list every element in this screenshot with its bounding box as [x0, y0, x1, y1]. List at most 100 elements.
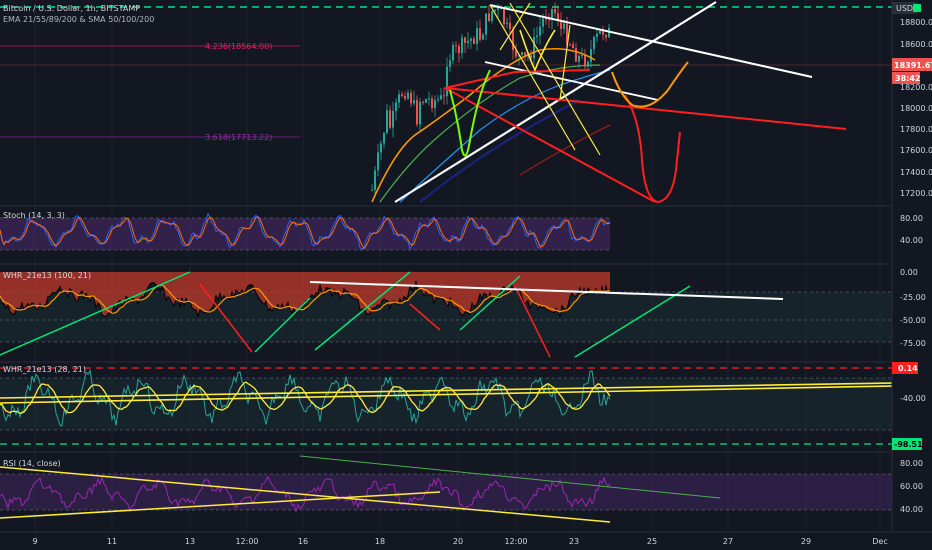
candle-body [386, 110, 388, 133]
time-tick-label: 29 [801, 537, 811, 546]
stoch-d-line [0, 216, 611, 250]
fib-label-4236: 4.236(18564.00) [205, 42, 272, 51]
time-tick-label: 13 [185, 537, 195, 546]
candle-body [470, 38, 472, 41]
candle-body [572, 44, 574, 49]
red-support-line [444, 87, 656, 203]
orange-projection-curve [611, 61, 689, 108]
ema-200-line [419, 99, 581, 203]
candle-body [389, 110, 391, 128]
wr2-top-tag-box [892, 362, 918, 374]
candle-body [503, 9, 505, 25]
green-arc-1 [449, 69, 491, 157]
symbol-title: Bitcoin / U.S. Dollar, 1h, BITSTAMP [3, 4, 140, 13]
candle-body [398, 94, 400, 103]
time-axis[interactable]: 9 11 13 12:00 16 18 20 12:00 23 25 27 29 Dec [0, 531, 932, 550]
countdown-box [892, 72, 920, 84]
yellow-line-3 [499, 2, 531, 51]
wr1-signal-line [0, 284, 610, 314]
candle-body [377, 152, 379, 171]
wr1-green-trend-1 [0, 271, 191, 356]
wr1-green-trend-4 [459, 275, 521, 331]
price-axis[interactable]: 18800.0018600.0018400.0018200.0018000.00… [891, 0, 932, 532]
axis-tick-label: 17800.00 [900, 125, 932, 134]
candle-body [557, 13, 559, 22]
candle-body [533, 36, 535, 59]
countdown-label: 38:42 [895, 74, 920, 83]
williams-r-long-pane[interactable]: WHR_21e13 (100, 21) [0, 263, 892, 358]
candle-body [554, 8, 556, 14]
yellow-line-2 [509, 2, 601, 156]
candle-body [395, 102, 397, 112]
wr1-red-line-3 [514, 285, 551, 358]
candle-body [434, 99, 436, 109]
candle-body [455, 45, 457, 47]
candle-body [584, 55, 586, 67]
wr2-yellow-trend-2 [0, 385, 893, 404]
rsi-green-trend [299, 455, 721, 499]
wr1-red-line-2 [409, 303, 441, 331]
price-pane[interactable]: Bitcoin / U.S. Dollar, 1h, BITSTAMP EMA … [0, 1, 892, 204]
axis-tick-label: 60.00 [900, 482, 923, 491]
candle-body [422, 101, 424, 103]
candle-body [539, 26, 541, 36]
yellow-line-1 [489, 4, 576, 151]
ema-55-line [379, 64, 601, 203]
candle-body [593, 37, 595, 50]
stoch-title: Stoch (14, 3, 3) [3, 211, 65, 220]
indicator-legend: EMA 21/55/89/200 & SMA 50/100/200 [3, 15, 154, 24]
candle-body [431, 98, 433, 109]
rsi-yellow-trend-up [0, 491, 441, 519]
rsi-title: RSI (14, close) [3, 459, 61, 468]
candle-body [407, 92, 409, 99]
williams-r-short-pane[interactable]: WHR_21e13 (28, 21) [0, 361, 893, 445]
candle-body [371, 189, 373, 191]
time-tick-label: 12:00 [235, 537, 258, 546]
candle-body [416, 100, 418, 125]
candle-body [437, 99, 439, 101]
time-tick-label: Dec [872, 537, 887, 546]
candle-body [383, 132, 385, 144]
candle-body [578, 55, 580, 62]
candle-body [452, 45, 454, 61]
wr1-green-trend-5 [574, 285, 691, 358]
wr1-green-trend-2 [254, 297, 311, 353]
candle-body [563, 23, 565, 29]
candle-body [491, 11, 493, 21]
fib-label-3618: 3.618(17713.22) [205, 133, 272, 142]
candle-body [473, 38, 475, 44]
axis-tick-label: 80.00 [900, 214, 923, 223]
ema-21-line [371, 47, 596, 203]
stoch-pane[interactable]: Stoch (14, 3, 3) [0, 205, 892, 251]
candle-body [602, 30, 604, 35]
red-projection-curve [624, 94, 681, 204]
time-tick-label: 11 [107, 537, 117, 546]
rsi-pane[interactable]: RSI (14, close) [0, 451, 892, 523]
candle-body [443, 95, 445, 97]
candle-body [413, 100, 415, 104]
candle-body [530, 55, 532, 59]
time-tick-label: 27 [723, 537, 733, 546]
price-tag-value: 18391.67 [894, 61, 932, 70]
candle-body [527, 55, 529, 57]
candle-body [575, 48, 577, 62]
candle-body [599, 30, 601, 34]
currency-tag-marker [913, 4, 921, 12]
candle-body [404, 95, 406, 99]
candle-body [428, 98, 430, 100]
candle-body [446, 66, 448, 96]
wr2-bottom-tag: -98.51 [894, 440, 923, 449]
candle-body [560, 21, 562, 29]
time-tick-label: 16 [298, 537, 308, 546]
candle-body [497, 6, 499, 10]
candle-body [536, 35, 538, 37]
candle-body [512, 29, 514, 51]
candle-body [467, 40, 469, 43]
candle-body [485, 13, 487, 35]
descending-white-trendline-upper [489, 4, 813, 78]
candle-body [587, 61, 589, 67]
axis-tick-label: -75.00 [900, 339, 926, 348]
axis-tick-label: 40.00 [900, 236, 923, 245]
ascending-white-trendline [394, 1, 717, 203]
